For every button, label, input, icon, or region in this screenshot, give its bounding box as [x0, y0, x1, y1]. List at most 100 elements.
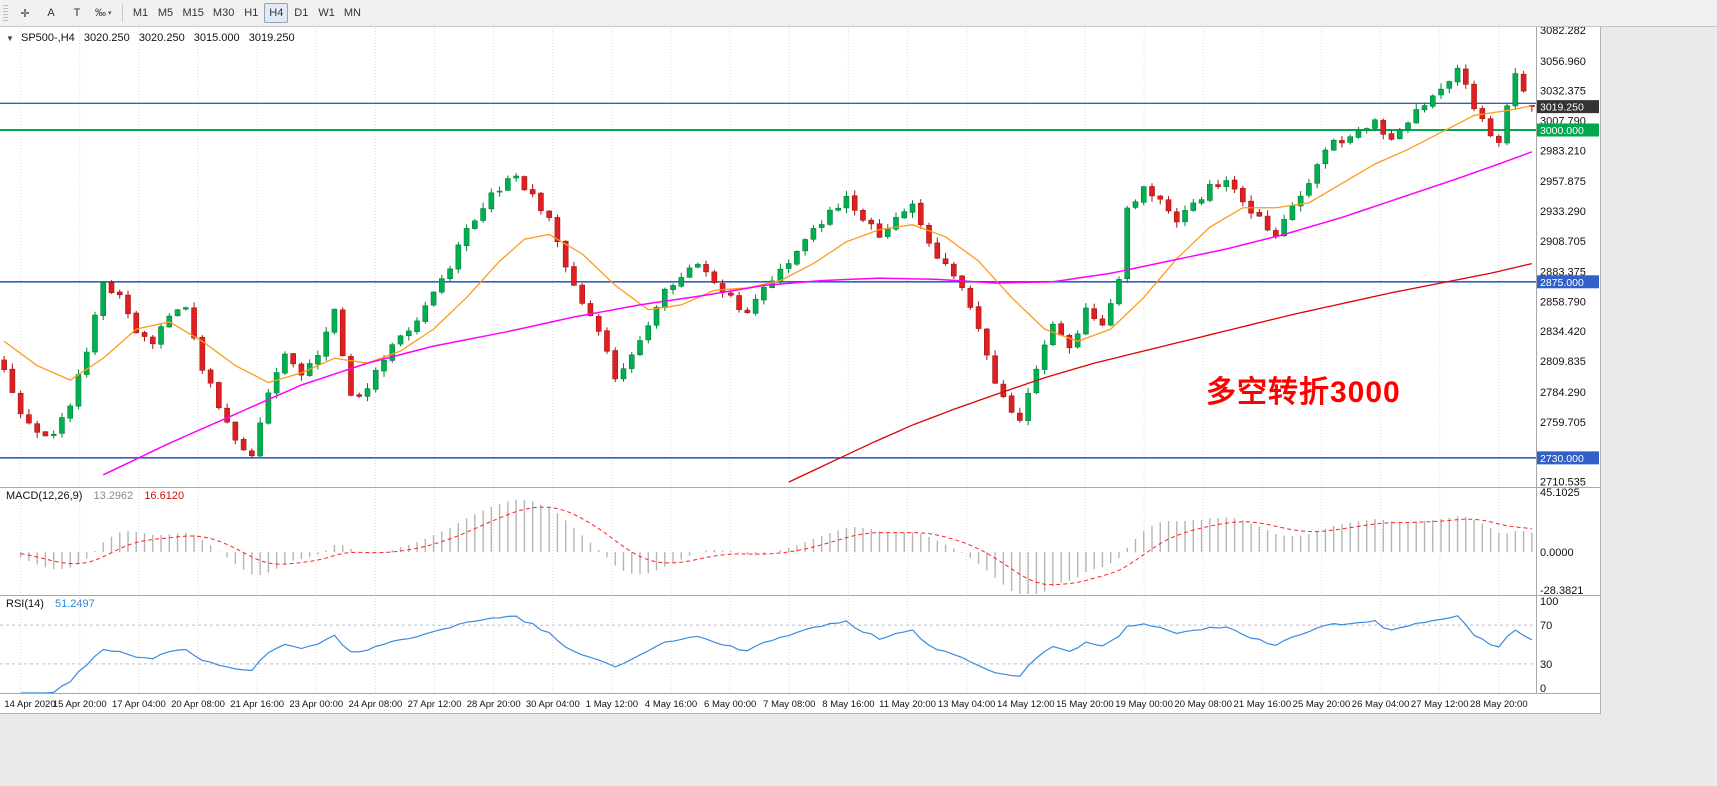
price-axis[interactable]: 3082.2823056.9603032.3753007.7902983.210… — [1537, 27, 1599, 695]
macd-indicator-header: MACD(12,26,9) 13.2962 16.6120 — [6, 490, 184, 502]
current-price-tag-label: 3019.250 — [1540, 102, 1584, 114]
annotation-a-tool[interactable]: A — [47, 7, 55, 19]
macd-label: MACD(12,26,9) — [6, 490, 83, 502]
price-tick-label: 2834.420 — [1540, 326, 1586, 338]
chart-window: 3082.282 3056.960 3032.375 3007.790 2983.210… — [0, 27, 1601, 714]
time-axis-label: 11 May 20:00 — [879, 699, 936, 710]
rsi-tick-label: 70 — [1540, 620, 1552, 632]
price-tick-label: 2858.790 — [1540, 296, 1586, 308]
time-axis-label: 27 May 12:00 — [1411, 699, 1469, 710]
timeframe-button-m1[interactable]: M1 — [132, 7, 149, 19]
timeframe-button-m15[interactable]: M15 — [182, 7, 204, 19]
low-value: 3015.000 — [193, 32, 240, 44]
price-tick-label: 2759.705 — [1540, 417, 1586, 429]
open-value: 3020.250 — [83, 32, 130, 44]
timeframe-button-w1[interactable]: W1 — [318, 7, 335, 19]
rsi-indicator-header: RSI(14) 51.2497 — [6, 598, 95, 610]
price-tick-label: 2710.535 — [1540, 476, 1586, 488]
window-background-bottom — [0, 714, 1717, 786]
chart-text-annotation: 多空转折3000 — [1206, 376, 1401, 409]
time-axis-label: 19 May 00:00 — [1115, 699, 1173, 710]
price-tick-label: 3032.375 — [1540, 86, 1586, 98]
symbol-period-label: SP500-,H4 — [20, 32, 75, 44]
macd-histogram — [19, 499, 1533, 594]
time-axis-label: 14 May 12:00 — [997, 699, 1055, 710]
macd-signal-line — [20, 506, 1532, 586]
time-axis-label: 21 May 16:00 — [1234, 699, 1292, 710]
timeframe-switcher: M1 M5 M15 M30 H1 H4 D1 W1 MN — [129, 3, 365, 23]
macd-tick-label: 45.1025 — [1540, 487, 1580, 499]
price-tick-label: 3056.960 — [1540, 56, 1586, 68]
time-axis-label: 6 May 00:00 — [704, 699, 756, 710]
close-value: 3019.250 — [248, 32, 295, 44]
price-tick-label: 3082.282 — [1540, 27, 1586, 37]
level-tag-3000 — [1537, 123, 1599, 137]
rsi-line — [20, 615, 1533, 694]
time-axis-label: 28 May 20:00 — [1470, 699, 1528, 710]
level-tag-2875 — [1537, 275, 1599, 289]
horizontal-level-lines[interactable] — [0, 102, 1536, 459]
timeframe-button-h1[interactable]: H1 — [244, 7, 259, 19]
rsi-tick-label: 100 — [1540, 596, 1558, 608]
annotation-t-tool[interactable]: T — [73, 7, 81, 19]
candlesticks — [1, 64, 1535, 459]
grid-lines — [20, 28, 1500, 693]
level-tag-2730 — [1537, 451, 1599, 465]
price-tick-label: 2784.290 — [1540, 387, 1586, 399]
timeframe-button-d1[interactable]: D1 — [294, 7, 309, 19]
macd-signal-value: 16.6120 — [144, 490, 185, 502]
time-axis-label: 25 May 20:00 — [1293, 699, 1351, 710]
rsi-tick-label: 0 — [1540, 683, 1546, 695]
timeframe-button-h4[interactable]: H4 — [264, 3, 289, 23]
time-axis-label: 15 May 20:00 — [1056, 699, 1114, 710]
toolbar-grip[interactable] — [3, 5, 8, 21]
object-marker-icon: ▼ — [6, 34, 14, 43]
scale-tool[interactable]: ‰ ▾ — [95, 7, 112, 19]
time-axis-label: 4 May 16:00 — [645, 699, 697, 710]
time-axis-label: 28 Apr 20:00 — [467, 699, 521, 710]
time-axis-label: 1 May 12:00 — [586, 699, 638, 710]
time-axis-label: 7 May 08:00 — [763, 699, 815, 710]
time-axis-label: 17 Apr 04:00 — [112, 699, 166, 710]
price-chart-canvas[interactable]: 3082.2823056.9603032.3753007.7902983.210… — [0, 27, 1600, 713]
timeframe-button-mn[interactable]: MN — [343, 7, 361, 19]
timeframe-button-m5[interactable]: M5 — [157, 7, 174, 19]
time-axis-label: 23 Apr 00:00 — [289, 699, 343, 710]
time-axis-label: 24 Apr 08:00 — [348, 699, 402, 710]
time-axis-label: 8 May 16:00 — [822, 699, 874, 710]
time-axis-label: 21 Apr 16:00 — [230, 699, 284, 710]
window-background-right — [1601, 27, 1717, 786]
time-axis-label: 30 Apr 04:00 — [526, 699, 580, 710]
toolbar-separator — [121, 4, 123, 22]
rsi-label: RSI(14) — [6, 598, 44, 610]
time-axis-label: 20 May 08:00 — [1174, 699, 1232, 710]
high-value: 3020.250 — [138, 32, 185, 44]
crosshair-tool[interactable]: ✛ — [20, 7, 30, 20]
macd-tick-label: -28.3821 — [1540, 585, 1583, 597]
macd-tick-label: 0.0000 — [1540, 547, 1574, 559]
time-axis-label: 15 Apr 20:00 — [53, 699, 107, 710]
price-tick-label: 2983.210 — [1540, 145, 1586, 157]
ma-fast-line — [3, 105, 1532, 384]
toolbar: ✛ A T ‰ ▾ M1 M5 M15 M30 H1 H4 D1 W1 MN — [0, 0, 1717, 27]
time-axis-label: 13 May 04:00 — [938, 699, 996, 710]
chevron-down-icon: ▾ — [108, 10, 112, 17]
level-tag-2730-label: 2730.000 — [1540, 453, 1584, 465]
time-axis-label: 27 Apr 12:00 — [408, 699, 462, 710]
ma-slow-line — [788, 262, 1533, 483]
timeframe-button-m30[interactable]: M30 — [212, 7, 235, 19]
chart-symbol-header: ▼ SP500-,H4 3020.250 3020.250 3015.000 3… — [6, 32, 301, 44]
macd-main-value: 13.2962 — [93, 490, 134, 502]
rsi-value: 51.2497 — [54, 598, 95, 610]
current-price-tag — [1537, 100, 1599, 114]
level-tag-2875-label: 2875.000 — [1540, 277, 1584, 289]
level-tag-3000-label: 3000.000 — [1540, 125, 1584, 137]
price-tick-label: 2809.835 — [1540, 356, 1586, 368]
price-tick-label: 2908.705 — [1540, 236, 1586, 248]
ma-mid-line — [102, 151, 1533, 476]
toolbar-tools: ✛ A T ‰ ▾ — [13, 3, 116, 23]
time-axis-label: 20 Apr 08:00 — [171, 699, 225, 710]
time-axis-label: 14 Apr 2020 — [4, 699, 55, 710]
